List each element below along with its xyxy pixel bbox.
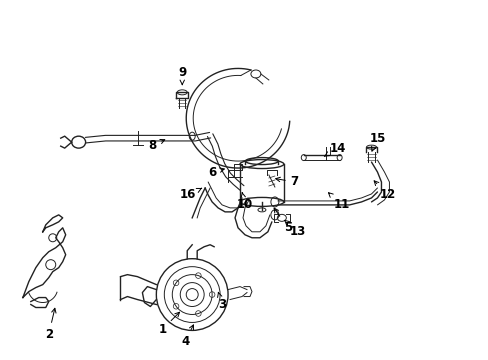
Text: 2: 2 bbox=[44, 308, 56, 341]
Text: 7: 7 bbox=[275, 175, 298, 189]
Text: 11: 11 bbox=[328, 193, 349, 211]
Text: 10: 10 bbox=[236, 193, 253, 211]
Text: 12: 12 bbox=[373, 181, 395, 202]
Ellipse shape bbox=[240, 197, 283, 206]
Text: 9: 9 bbox=[178, 66, 186, 85]
Text: 15: 15 bbox=[368, 132, 385, 151]
Text: 13: 13 bbox=[284, 220, 305, 238]
Text: 6: 6 bbox=[207, 166, 224, 179]
Text: 14: 14 bbox=[324, 141, 345, 157]
Text: 8: 8 bbox=[148, 139, 164, 152]
Text: 5: 5 bbox=[274, 208, 291, 234]
Text: 1: 1 bbox=[158, 312, 179, 336]
Text: 4: 4 bbox=[181, 325, 193, 348]
Text: 3: 3 bbox=[217, 292, 225, 311]
Text: 16: 16 bbox=[180, 188, 202, 202]
